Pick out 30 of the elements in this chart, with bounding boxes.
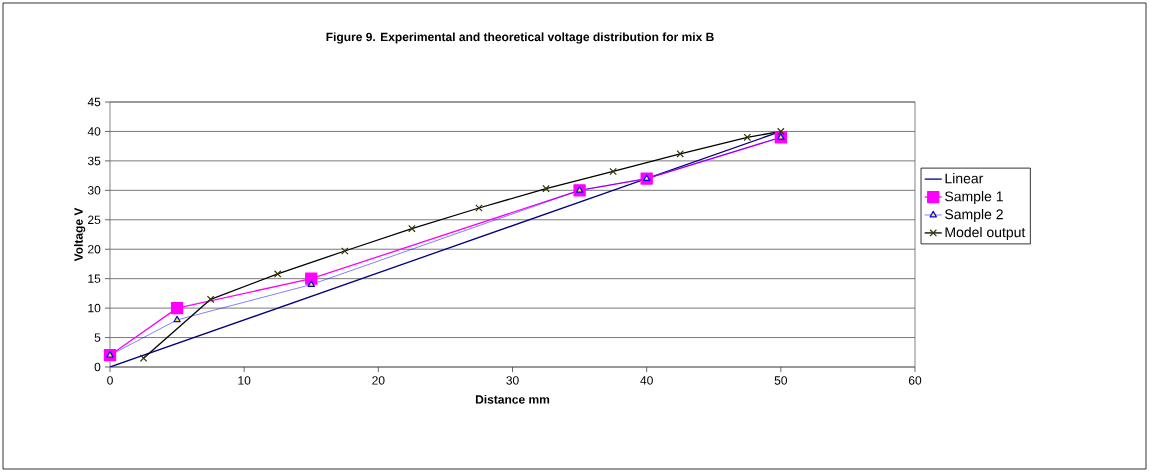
y-tick-label: 25	[88, 215, 101, 225]
point	[777, 133, 785, 140]
y-tick-label: 0	[94, 362, 101, 372]
legend-label: Sample 1	[945, 191, 1003, 205]
x-tick-label: 20	[372, 376, 385, 385]
y-tick-label: 15	[88, 274, 101, 283]
y-tick-label: 5	[94, 333, 101, 342]
point	[642, 174, 651, 181]
x-tick-label: 40	[640, 376, 653, 385]
x-tick-label: 30	[506, 376, 519, 385]
y-tick-label: 20	[88, 244, 101, 254]
legend-label: Sample 2	[945, 209, 1003, 223]
x-tick-label: 10	[238, 376, 251, 385]
point	[173, 315, 181, 323]
x-tick-label: 50	[774, 376, 788, 385]
legend-label: Model output	[945, 226, 1026, 240]
legend-label: Linear	[945, 173, 984, 184]
y-tick-label: 10	[88, 303, 101, 313]
x-tick-label: 60	[908, 376, 922, 385]
y-tick-label: 35	[87, 156, 101, 166]
chart-title: Figure 9. Experimental and theoretical voltage distribution for mix B	[326, 32, 714, 44]
x-tick-label: 0	[107, 376, 113, 385]
point	[307, 280, 315, 287]
point	[575, 186, 584, 193]
y-axis-title: Voltage V	[74, 207, 86, 262]
y-tick-label: 45	[87, 97, 101, 107]
point	[170, 301, 184, 315]
y-tick-label: 40	[87, 127, 101, 136]
x-axis-title: Distance mm	[475, 394, 550, 404]
y-tick-label: 30	[87, 186, 101, 195]
